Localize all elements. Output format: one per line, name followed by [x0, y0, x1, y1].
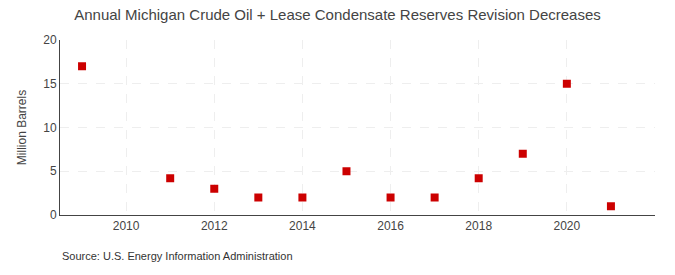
svg-text:5: 5: [50, 164, 57, 178]
svg-text:2014: 2014: [289, 219, 316, 233]
svg-text:Annual Michigan Crude Oil + Le: Annual Michigan Crude Oil + Lease Conden…: [74, 6, 601, 23]
svg-text:10: 10: [43, 121, 57, 135]
svg-text:20: 20: [43, 33, 57, 47]
svg-text:Source: U.S. Energy Informatio: Source: U.S. Energy Information Administ…: [62, 250, 293, 262]
svg-text:2016: 2016: [377, 219, 404, 233]
svg-text:2010: 2010: [113, 219, 140, 233]
svg-text:2018: 2018: [465, 219, 492, 233]
svg-text:Million Barrels: Million Barrels: [15, 90, 29, 165]
svg-text:0: 0: [50, 208, 57, 222]
svg-text:2012: 2012: [201, 219, 228, 233]
svg-text:15: 15: [43, 77, 57, 91]
svg-text:2020: 2020: [553, 219, 580, 233]
